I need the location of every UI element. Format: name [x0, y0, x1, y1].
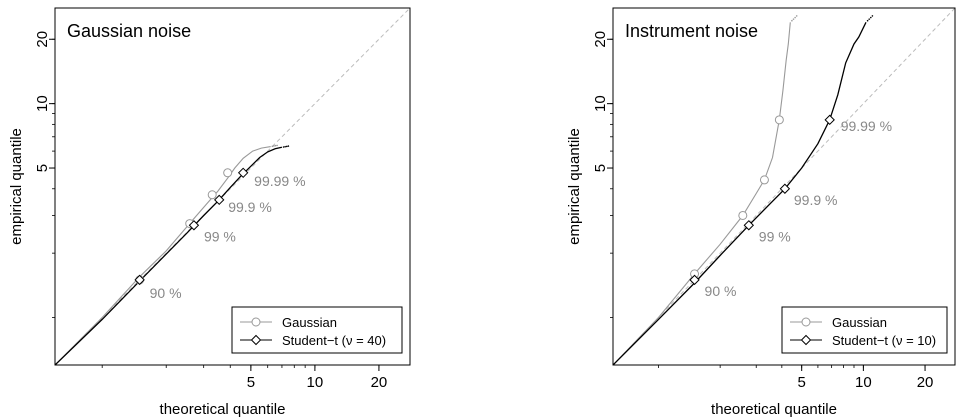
student-marker: [134, 274, 145, 286]
series-tail-dot: [868, 18, 871, 20]
y-tick-label: 10: [592, 95, 609, 112]
quantile-label: 90 %: [705, 283, 737, 299]
series-tail-dot: [287, 145, 290, 147]
series-tail-dot: [870, 16, 872, 19]
student-marker: [689, 274, 700, 286]
y-tick-label: 20: [34, 31, 51, 48]
quantile-label: 99.9 %: [228, 199, 272, 215]
legend-marker-gaussian: [801, 317, 811, 327]
series-tail-dot: [871, 15, 874, 17]
quantile-label: 99.99 %: [841, 118, 892, 134]
y-tick-label: 5: [34, 164, 51, 172]
series-line-student: [55, 146, 283, 365]
quantile-label: 99.9 %: [794, 192, 838, 208]
panel-2: 90 % 99 % 99.9 % 99.99 % 5 10 20 5 10 20 theoretic…: [566, 7, 956, 418]
y-axis-label: empirical quantile: [8, 128, 25, 245]
plot-frame: [612, 7, 956, 366]
title-background: [56, 9, 204, 45]
x-tick-label: 10: [855, 374, 872, 391]
y-tick-label: 10: [34, 95, 51, 112]
quantile-label: 99 %: [204, 228, 236, 244]
x-axis-label: theoretical quantile: [160, 401, 286, 418]
x-tick-label: 20: [917, 374, 934, 391]
plot-frame: [54, 7, 411, 366]
series-tail-dot: [866, 19, 869, 22]
legend-marker-gaussian: [251, 317, 261, 327]
series-tail-dot: [791, 19, 793, 22]
legend-box: [781, 306, 948, 354]
x-axis-label: theoretical quantile: [711, 401, 837, 418]
legend-label-student: Student−t (ν = 10): [832, 333, 936, 348]
y-tick-label: 5: [592, 164, 609, 172]
student-marker: [824, 114, 835, 126]
series-tail-dot: [284, 145, 286, 148]
series-tail-dot: [795, 15, 798, 17]
student-marker: [779, 183, 791, 194]
series-tail-dot: [274, 144, 277, 147]
legend-marker-student: [250, 334, 262, 346]
quantile-label: 90 %: [150, 285, 182, 301]
quantile-label: 99 %: [759, 228, 791, 244]
student-marker: [237, 167, 249, 179]
legend-label-gaussian: Gaussian: [282, 315, 337, 330]
gaussian-marker: [223, 168, 233, 178]
quantile-label: 99.99 %: [254, 173, 305, 189]
series-tail-dot: [792, 18, 795, 20]
panel-title: Instrument noise: [625, 21, 758, 41]
y-axis-label: empirical quantile: [566, 128, 583, 245]
student-marker: [188, 220, 200, 231]
gaussian-marker: [207, 190, 217, 200]
x-tick-label: 10: [307, 374, 324, 391]
student-marker: [214, 194, 225, 206]
series-line-gaussian: [613, 22, 791, 365]
series-tail-dot: [276, 144, 278, 147]
series-line-student: [613, 22, 867, 365]
gaussian-marker: [738, 210, 748, 220]
x-tick-label: 5: [247, 374, 255, 391]
series-tail-dot: [285, 145, 288, 148]
panel-1: 90 % 99 % 99.9 % 99.99 % 5 10 20 5 10 20 theoretic…: [8, 7, 411, 418]
y-tick-label: 20: [592, 31, 609, 48]
title-background: [614, 9, 774, 45]
gaussian-marker: [774, 115, 784, 125]
x-tick-label: 5: [798, 374, 806, 391]
panel-title: Gaussian noise: [67, 21, 191, 41]
series-tail-dot: [282, 146, 285, 148]
series-tail-dot: [273, 145, 275, 147]
gaussian-marker: [759, 175, 769, 185]
legend-marker-student: [800, 334, 812, 346]
series-tail-dot: [794, 16, 796, 19]
legend-label-gaussian: Gaussian: [832, 315, 887, 330]
student-marker: [743, 220, 755, 231]
series-tail-dot: [271, 145, 274, 148]
legend-label-student: Student−t (ν = 40): [282, 333, 386, 348]
x-tick-label: 20: [371, 374, 388, 391]
legend-box: [231, 306, 403, 354]
